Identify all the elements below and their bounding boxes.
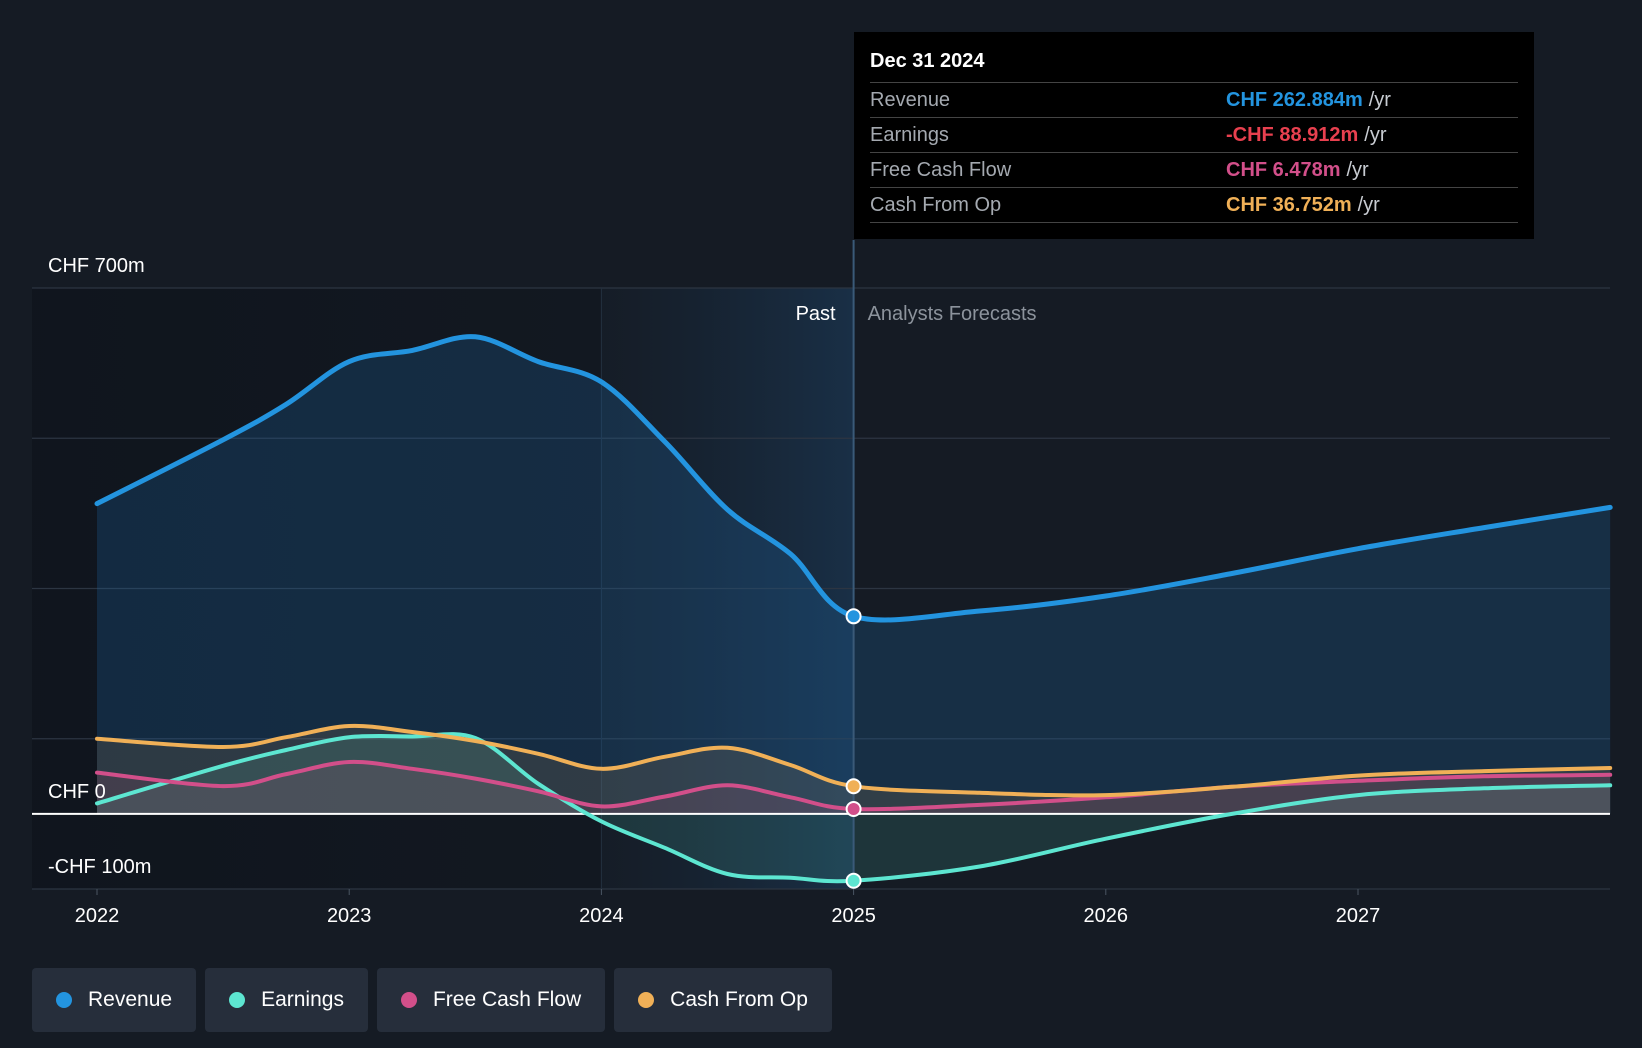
- legend-label: Revenue: [88, 988, 173, 1011]
- tooltip-row-cash-from-op: Cash From Op CHF 36.752m /yr: [870, 188, 1518, 223]
- x-tick-label: 2022: [75, 905, 120, 927]
- legend-label: Cash From Op: [670, 988, 808, 1011]
- legend-item-revenue[interactable]: Revenue: [32, 968, 197, 1032]
- cash-from-op-marker: [845, 778, 862, 795]
- tooltip-unit: /yr: [1368, 89, 1391, 111]
- revenue-area: [97, 336, 1611, 814]
- tooltip-value: CHF 262.884m: [1226, 89, 1363, 111]
- revenue-marker: [845, 608, 862, 625]
- free-cash-flow-marker: [845, 800, 862, 817]
- free-cash-flow-line: [95, 759, 1613, 812]
- earnings-dot-icon: [229, 992, 246, 1008]
- tooltip-label: Cash From Op: [870, 194, 1002, 216]
- tooltip-label: Earnings: [870, 124, 949, 146]
- past-label: Past: [796, 303, 836, 325]
- tooltip-value: CHF 36.752m: [1226, 194, 1352, 216]
- x-tick-label: 2023: [327, 905, 372, 927]
- earnings-line: [95, 732, 1613, 884]
- x-tick-label: 2025: [831, 905, 876, 927]
- legend-item-earnings[interactable]: Earnings: [205, 968, 368, 1032]
- earnings-marker: [845, 872, 862, 889]
- tooltip-row-revenue: Revenue CHF 262.884m /yr: [870, 83, 1518, 118]
- cash-from-op-line: [95, 723, 1613, 798]
- tooltip-label: Revenue: [870, 89, 951, 111]
- tooltip-label: Free Cash Flow: [870, 159, 1012, 181]
- cash-from-op-dot-icon: [638, 992, 655, 1008]
- free-cash-flow-dot-icon: [400, 992, 417, 1008]
- series-areas: [97, 336, 1611, 882]
- y-label-top: CHF 700m: [48, 255, 145, 277]
- legend: Revenue Earnings Free Cash Flow Cash Fro…: [32, 968, 832, 1032]
- series-lines: [94, 334, 1613, 884]
- legend-label: Earnings: [261, 988, 344, 1011]
- tooltip-date: Dec 31 2024: [870, 46, 1518, 83]
- x-axis-ticks: 2022 2023 2024 2025 2026 2027: [75, 889, 1381, 927]
- x-tick-label: 2024: [579, 905, 624, 927]
- cash-from-op-area: [97, 725, 1611, 814]
- earnings-area: [97, 734, 1611, 882]
- y-label-zero: CHF 0: [48, 781, 106, 803]
- tooltip-unit: /yr: [1364, 124, 1387, 146]
- tooltip-value: CHF 6.478m: [1226, 159, 1341, 181]
- tooltip-row-earnings: Earnings -CHF 88.912m /yr: [870, 118, 1518, 153]
- tooltip-value: -CHF 88.912m: [1226, 124, 1359, 146]
- tooltip: Dec 31 2024 Revenue CHF 262.884m /yr Ear…: [854, 32, 1534, 239]
- x-tick-label: 2026: [1084, 905, 1129, 927]
- tooltip-unit: /yr: [1346, 159, 1369, 181]
- series-markers: [845, 608, 862, 889]
- free-cash-flow-area: [97, 761, 1611, 814]
- legend-item-cash-from-op[interactable]: Cash From Op: [614, 968, 832, 1032]
- legend-item-free-cash-flow[interactable]: Free Cash Flow: [376, 968, 606, 1032]
- legend-label: Free Cash Flow: [432, 988, 582, 1011]
- x-tick-label: 2027: [1336, 905, 1381, 927]
- forecast-label: Analysts Forecasts: [868, 303, 1037, 325]
- revenue-dot-icon: [56, 992, 72, 1008]
- y-label-bottom: -CHF 100m: [48, 856, 151, 878]
- tooltip-row-free-cash-flow: Free Cash Flow CHF 6.478m /yr: [870, 153, 1518, 188]
- tooltip-unit: /yr: [1357, 194, 1380, 216]
- revenue-line: [94, 334, 1613, 623]
